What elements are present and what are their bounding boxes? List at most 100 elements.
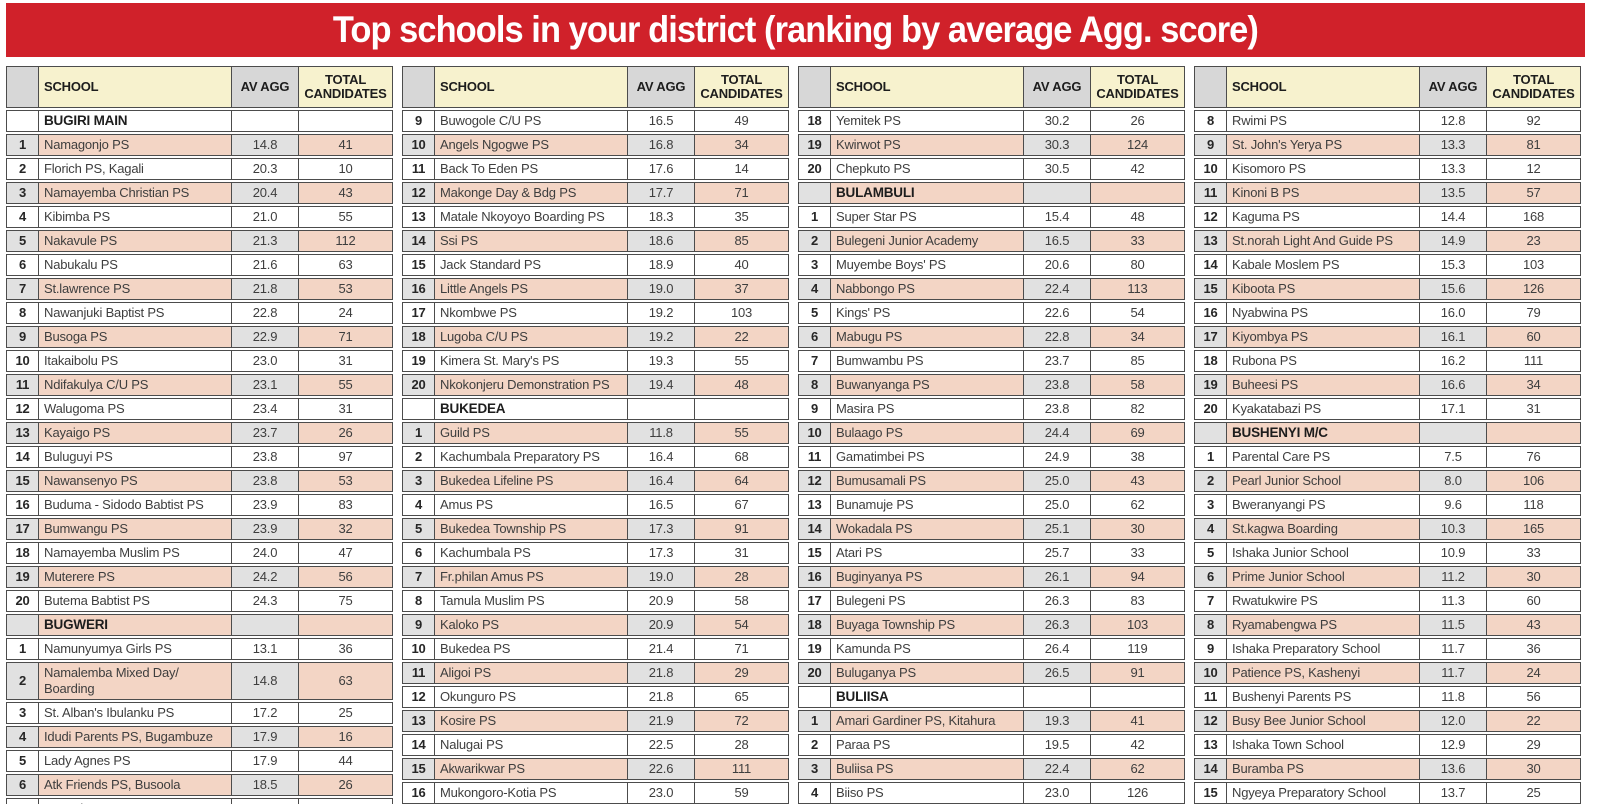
school-row: 15 Nawansenyo PS 23.8 53	[6, 470, 393, 492]
total-candidates-cell: 29	[695, 662, 789, 684]
av-agg-cell: 12.8	[1420, 110, 1487, 132]
av-agg-cell: 21.0	[232, 206, 299, 228]
av-agg-cell: 22.6	[628, 758, 695, 780]
school-cell: Kabale Moslem PS	[1227, 254, 1420, 276]
school-cell: Idudi Parents PS, Bugambuze	[39, 726, 232, 748]
school-row: 11 Gamatimbei PS 24.9 38	[798, 446, 1185, 468]
total-candidates-cell: 31	[1487, 398, 1581, 420]
school-row: 19 Kwirwot PS 30.3 124	[798, 134, 1185, 156]
total-candidates-cell: 48	[695, 374, 789, 396]
school-cell: Paraa PS	[831, 734, 1024, 756]
av-agg-cell: 21.6	[232, 254, 299, 276]
total-candidates-cell: 112	[299, 230, 393, 252]
total-candidates-cell: 94	[1091, 566, 1185, 588]
school-row: 13 Matale Nkoyoyo Boarding PS 18.3 35	[402, 206, 789, 228]
total-candidates-cell: 168	[1487, 206, 1581, 228]
total-candidates-cell: 12	[1487, 158, 1581, 180]
total-candidates-cell: 119	[1091, 638, 1185, 660]
school-row: 5 Bukedea Township PS 17.3 91	[402, 518, 789, 540]
school-cell: Buyaga Township PS	[831, 614, 1024, 636]
school-cell: St.lawrence PS	[39, 278, 232, 300]
total-candidates-cell: 82	[1091, 398, 1185, 420]
school-row: 5 Kings' PS 22.6 54	[798, 302, 1185, 324]
school-cell: Bukedea Lifeline PS	[435, 470, 628, 492]
school-row: 11 Back To Eden PS 17.6 14	[402, 158, 789, 180]
rank-cell: 19	[1194, 374, 1227, 396]
school-column-header: SCHOOL	[435, 66, 628, 108]
school-row: 1 Parental Care PS 7.5 76	[1194, 446, 1581, 468]
school-cell: Bumusamali PS	[831, 470, 1024, 492]
rank-cell: 12	[6, 398, 39, 420]
school-cell: BUGIRI MAIN	[39, 110, 232, 132]
school-cell: Itakaibolu PS	[39, 350, 232, 372]
school-row: 15 Jack Standard PS 18.9 40	[402, 254, 789, 276]
total-candidates-cell: 34	[695, 134, 789, 156]
rank-cell: 11	[1194, 182, 1227, 204]
school-cell: Ryamabengwa PS	[1227, 614, 1420, 636]
av-agg-cell: 10.3	[1420, 518, 1487, 540]
av-agg-cell: 14.8	[232, 662, 299, 700]
rank-cell: 10	[1194, 158, 1227, 180]
table-header-row: SCHOOL AV AGG TOTAL CANDIDATES	[6, 66, 393, 108]
rank-cell: 14	[402, 734, 435, 756]
av-agg-cell: 17.9	[232, 726, 299, 748]
school-row: 6 Nabukalu PS 21.6 63	[6, 254, 393, 276]
rank-cell: 19	[6, 566, 39, 588]
rank-cell: 4	[6, 206, 39, 228]
rank-cell	[6, 110, 39, 132]
av-agg-cell: 17.7	[628, 182, 695, 204]
av-agg-cell: 16.5	[628, 110, 695, 132]
school-cell: Nkokonjeru Demonstration PS	[435, 374, 628, 396]
school-row: 17 Bulegeni PS 26.3 83	[798, 590, 1185, 612]
av-agg-cell	[1420, 422, 1487, 444]
school-cell: Little Angels PS	[435, 278, 628, 300]
rank-cell: 16	[798, 566, 831, 588]
school-cell: Buginyanya PS	[831, 566, 1024, 588]
rank-cell: 2	[798, 230, 831, 252]
total-candidates-cell: 41	[299, 134, 393, 156]
av-agg-cell: 22.5	[628, 734, 695, 756]
rank-cell: 9	[798, 398, 831, 420]
av-agg-cell: 15.4	[1024, 206, 1091, 228]
school-row: 10 Bulaago PS 24.4 69	[798, 422, 1185, 444]
school-row: 9 Ishaka Preparatory School 11.7 36	[1194, 638, 1581, 660]
rank-cell: 13	[6, 422, 39, 444]
total-candidates-cell: 38	[1091, 446, 1185, 468]
total-candidates-column-header: TOTAL CANDIDATES	[695, 66, 789, 108]
school-cell: Nabukalu PS	[39, 254, 232, 276]
rank-cell: 18	[1194, 350, 1227, 372]
school-row: 3 Bweranyangi PS 9.6 118	[1194, 494, 1581, 516]
total-candidates-cell: 56	[1487, 686, 1581, 708]
av-agg-cell: 19.0	[628, 566, 695, 588]
school-cell: Chepkuto PS	[831, 158, 1024, 180]
av-agg-cell: 21.9	[628, 710, 695, 732]
total-candidates-column-header: TOTAL CANDIDATES	[1487, 66, 1581, 108]
rank-cell: 3	[798, 254, 831, 276]
rank-cell: 13	[1194, 230, 1227, 252]
rank-cell: 6	[1194, 566, 1227, 588]
school-cell: Namunyumya Girls PS	[39, 638, 232, 660]
rank-cell: 20	[402, 374, 435, 396]
rank-column-header	[402, 66, 435, 108]
school-cell: Ishaka Preparatory School	[1227, 638, 1420, 660]
school-row: 2 Namalemba Mixed Day/ Boarding 14.8 63	[6, 662, 393, 700]
total-candidates-cell: 14	[695, 158, 789, 180]
rank-cell: 10	[1194, 662, 1227, 684]
school-row: 16 Nyabwina PS 16.0 79	[1194, 302, 1581, 324]
school-row: 10 Angels Ngogwe PS 16.8 34	[402, 134, 789, 156]
school-row: 6 Atk Friends PS, Busoola 18.5 26	[6, 774, 393, 796]
av-agg-cell: 21.8	[628, 662, 695, 684]
rank-cell: 14	[6, 446, 39, 468]
total-candidates-cell: 97	[299, 446, 393, 468]
rank-cell: 9	[1194, 134, 1227, 156]
av-agg-cell: 25.0	[1024, 470, 1091, 492]
total-candidates-cell: 54	[1091, 302, 1185, 324]
rank-cell: 20	[6, 590, 39, 612]
school-cell: Akwarikwar PS	[435, 758, 628, 780]
av-agg-cell: 23.9	[232, 494, 299, 516]
school-cell: Masira PS	[831, 398, 1024, 420]
av-agg-cell: 18.6	[628, 230, 695, 252]
school-row: 6 Prime Junior School 11.2 30	[1194, 566, 1581, 588]
rank-cell: 17	[402, 302, 435, 324]
school-cell: Tamula Muslim PS	[435, 590, 628, 612]
